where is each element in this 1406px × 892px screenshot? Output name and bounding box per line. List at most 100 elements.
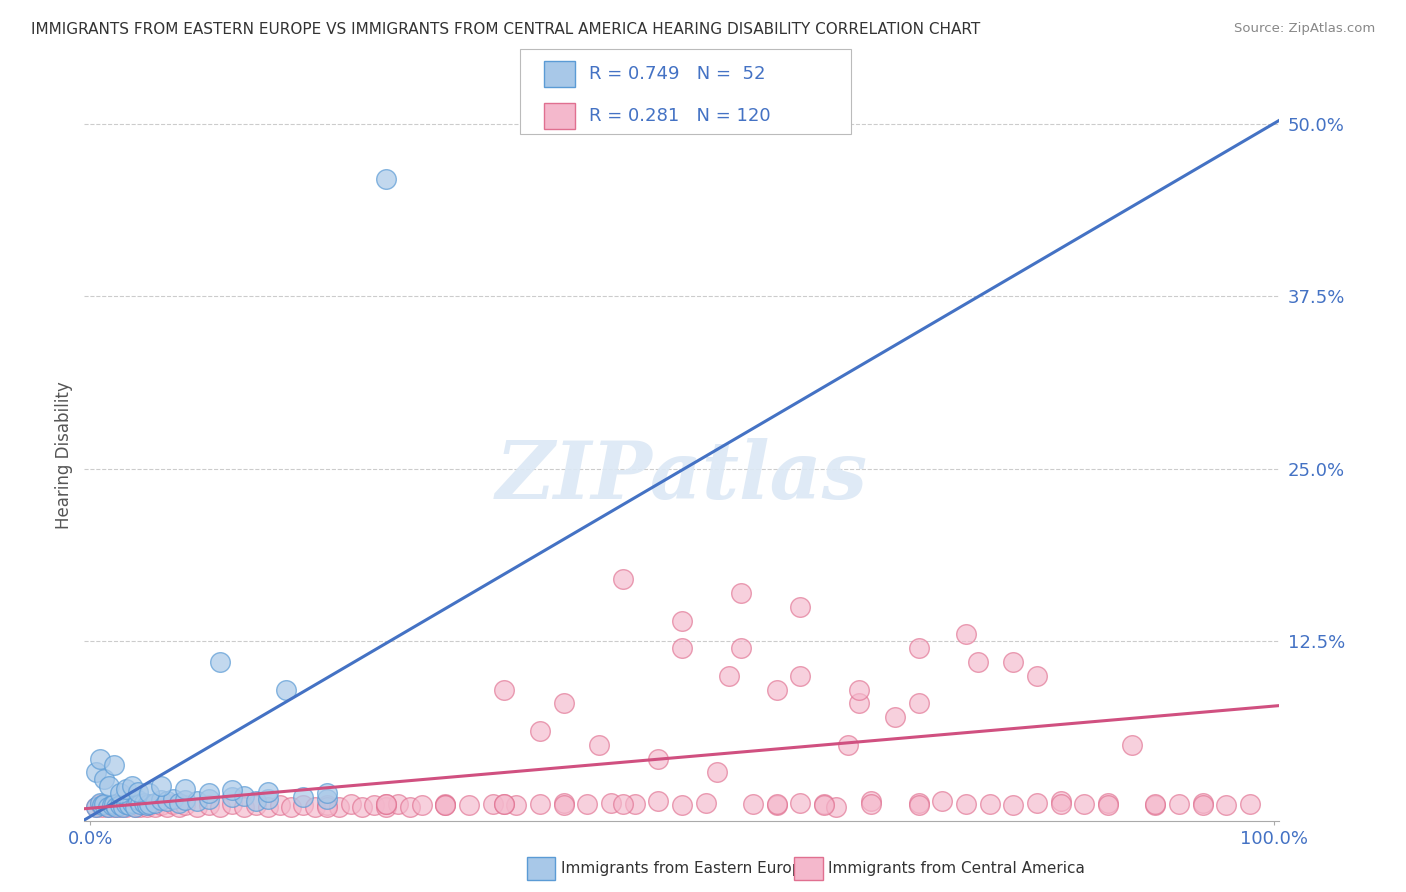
Point — [89, 796, 111, 810]
Point — [304, 800, 326, 814]
Point — [741, 797, 763, 811]
Point — [706, 765, 728, 780]
Point — [765, 682, 787, 697]
Point — [1049, 794, 1071, 808]
Point — [1025, 669, 1047, 683]
Point — [186, 800, 208, 814]
Point — [127, 798, 149, 813]
Point — [156, 800, 179, 814]
Point — [136, 798, 159, 813]
Point — [1191, 798, 1213, 813]
Point — [837, 738, 859, 752]
Point — [612, 572, 634, 586]
Point — [256, 800, 278, 814]
Point — [167, 796, 190, 810]
Text: ZIPatlas: ZIPatlas — [496, 438, 868, 516]
Point — [127, 793, 149, 807]
Point — [907, 798, 929, 813]
Text: IMMIGRANTS FROM EASTERN EUROPE VS IMMIGRANTS FROM CENTRAL AMERICA HEARING DISABI: IMMIGRANTS FROM EASTERN EUROPE VS IMMIGR… — [31, 22, 980, 37]
Point — [671, 641, 693, 656]
Point — [316, 786, 339, 800]
Point — [98, 779, 121, 793]
Point — [494, 682, 516, 697]
Point — [553, 696, 575, 710]
Point — [789, 796, 811, 810]
Point — [434, 798, 457, 813]
Point — [907, 641, 929, 656]
Point — [883, 710, 905, 724]
Point — [813, 797, 835, 811]
Point — [89, 751, 111, 765]
Point — [256, 791, 278, 805]
Point — [553, 796, 575, 810]
Point — [233, 789, 256, 803]
Point — [91, 798, 114, 813]
Point — [89, 797, 111, 811]
Point — [387, 797, 409, 811]
Point — [647, 751, 669, 765]
Text: Immigrants from Eastern Europe: Immigrants from Eastern Europe — [561, 862, 811, 876]
Point — [1002, 655, 1025, 669]
Point — [108, 798, 131, 813]
Point — [124, 800, 146, 814]
Point — [647, 794, 669, 808]
Point — [138, 798, 160, 813]
Point — [105, 798, 128, 813]
Point — [494, 797, 516, 811]
Point — [245, 798, 267, 813]
Point — [143, 800, 166, 814]
Point — [434, 798, 457, 813]
Point — [103, 758, 125, 772]
Point — [292, 798, 315, 813]
Point — [93, 798, 115, 813]
Point — [105, 800, 128, 814]
Point — [186, 794, 208, 808]
Point — [671, 798, 693, 813]
Point — [1097, 798, 1119, 813]
Point — [156, 794, 179, 808]
Point — [209, 800, 232, 814]
Point — [221, 783, 243, 797]
Point — [612, 797, 634, 811]
Point — [108, 786, 131, 800]
Point — [162, 791, 184, 805]
Text: R = 0.281   N = 120: R = 0.281 N = 120 — [589, 107, 770, 125]
Point — [671, 614, 693, 628]
Point — [1121, 738, 1143, 752]
Point — [174, 793, 197, 807]
Point — [375, 800, 398, 814]
Point — [848, 696, 870, 710]
Point — [114, 781, 136, 796]
Point — [103, 800, 125, 814]
Point — [292, 790, 315, 805]
Point — [718, 669, 741, 683]
Point — [150, 793, 173, 807]
Point — [112, 800, 135, 814]
Point — [84, 765, 107, 780]
Point — [411, 798, 433, 813]
Point — [434, 797, 457, 811]
Point — [100, 798, 122, 813]
Point — [1025, 796, 1047, 810]
Point — [966, 655, 988, 669]
Point — [1144, 797, 1167, 811]
Point — [789, 669, 811, 683]
Point — [481, 797, 503, 811]
Point — [118, 798, 141, 813]
Point — [907, 796, 929, 810]
Point — [274, 682, 297, 697]
Point — [352, 800, 374, 814]
Point — [97, 800, 120, 814]
Point — [1191, 796, 1213, 810]
Point — [132, 796, 155, 810]
Point — [979, 797, 1001, 811]
Point — [93, 797, 115, 811]
Point — [197, 786, 219, 800]
Y-axis label: Hearing Disability: Hearing Disability — [55, 381, 73, 529]
Point — [127, 785, 149, 799]
Point — [100, 798, 122, 813]
Text: Immigrants from Central America: Immigrants from Central America — [828, 862, 1085, 876]
Point — [197, 798, 219, 813]
Point — [93, 772, 115, 787]
Point — [103, 797, 125, 811]
